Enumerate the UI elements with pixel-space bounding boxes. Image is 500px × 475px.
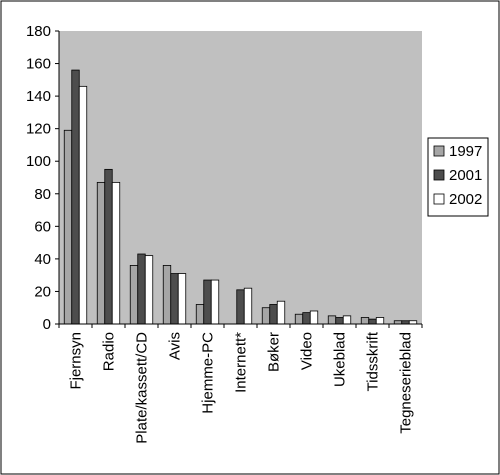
bar-2001-9 (335, 317, 344, 325)
bar-2002-9 (342, 315, 352, 325)
legend: 1997 2001 2002 (427, 137, 489, 217)
bar-2002-8 (309, 310, 319, 325)
legend-swatch-1997 (433, 145, 445, 157)
bar-2001-5 (203, 279, 212, 325)
y-tick-label: 100 (26, 153, 51, 170)
bar-1997-5 (195, 304, 205, 325)
x-tick-label: Avis (167, 332, 184, 360)
bar-2001-3 (137, 253, 146, 325)
y-tick-label: 80 (34, 186, 51, 203)
x-tick-label: Plate/kassett/CD (134, 332, 151, 444)
y-tick-label: 160 (26, 56, 51, 73)
bar-2002-4 (177, 273, 187, 325)
y-tick-label: 40 (34, 251, 51, 268)
x-tick-label: Video (299, 332, 316, 370)
bar-2001-1 (71, 69, 80, 325)
bar-2002-6 (243, 287, 253, 325)
bar-1997-4 (162, 264, 172, 325)
bar-1997-10 (360, 317, 370, 325)
bar-2001-7 (269, 304, 278, 325)
bar-1997-2 (96, 181, 106, 325)
x-tick-label: Bøker (266, 332, 283, 372)
y-tick-label: 60 (34, 218, 51, 235)
legend-label-1997: 1997 (449, 143, 482, 160)
y-tick-label: 0 (43, 316, 51, 333)
legend-swatch-2001 (433, 169, 445, 181)
y-tick-label: 120 (26, 121, 51, 138)
x-tick-label: Radio (101, 332, 118, 371)
y-tick-label: 20 (34, 283, 51, 300)
bar-2002-3 (144, 255, 154, 325)
y-tick-label: 140 (26, 88, 51, 105)
bar-2002-10 (375, 317, 385, 325)
bar-1997-8 (294, 313, 304, 325)
bar-2002-2 (111, 181, 121, 325)
legend-label-2001: 2001 (449, 167, 482, 184)
bar-1997-7 (261, 307, 271, 325)
bars-group (63, 69, 418, 325)
bar-2001-6 (236, 289, 245, 325)
bar-1997-3 (129, 264, 139, 325)
bar-2001-10 (368, 318, 377, 325)
bar-2001-8 (302, 312, 311, 325)
bar-1997-1 (63, 129, 73, 325)
y-tick-labels: 0 20 40 60 80 100 120 140 160 180 (26, 23, 51, 333)
bar-2002-7 (276, 300, 286, 325)
x-tick-label: Hjemme-PC (200, 332, 217, 414)
y-tick-label: 180 (26, 23, 51, 40)
x-tick-label: Fjernsyn (68, 332, 85, 390)
legend-swatch-2002 (433, 193, 445, 205)
x-tick-label: Tidsskrift (365, 331, 382, 391)
x-tick-label: Ukeblad (332, 332, 349, 387)
legend-label-2002: 2002 (449, 191, 482, 208)
bar-2001-4 (170, 273, 179, 325)
bar-2001-2 (104, 168, 113, 325)
bar-2002-1 (78, 85, 88, 325)
x-tick-labels: Fjernsyn Radio Plate/kassett/CD Avis Hjemme-… (68, 331, 415, 444)
bar-1997-9 (327, 315, 337, 325)
x-tick-label: Internett* (233, 332, 250, 393)
bar-2002-5 (210, 279, 220, 325)
x-tick-label: Tegneserieblad (398, 332, 415, 434)
axes-group (55, 30, 423, 328)
